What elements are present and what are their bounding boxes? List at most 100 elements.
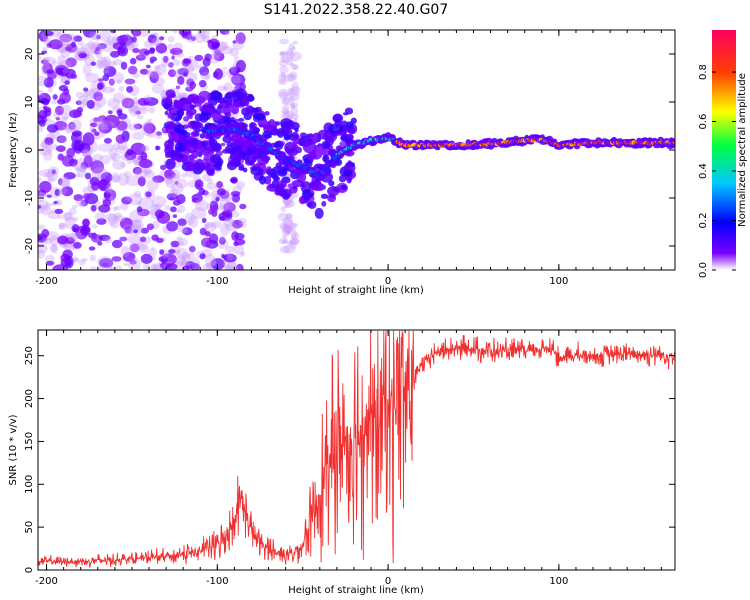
spectrogram-cell bbox=[147, 118, 153, 122]
spectrogram-cell bbox=[175, 255, 187, 266]
spectrogram-cell bbox=[280, 224, 293, 231]
spectrogram-cell bbox=[58, 223, 67, 230]
spectrogram-cell bbox=[190, 131, 200, 137]
spectrogram-cell bbox=[130, 142, 146, 155]
spectrogram-cell bbox=[121, 97, 135, 109]
spectrogram-cell bbox=[301, 189, 312, 201]
spectrogram-cell bbox=[281, 105, 290, 111]
spectrogram-cell bbox=[199, 66, 210, 76]
spectrogram-cell bbox=[38, 224, 46, 230]
spectrogram-cell bbox=[79, 201, 86, 208]
spectrogram-cell bbox=[290, 234, 297, 239]
spectrogram-cell bbox=[59, 92, 71, 104]
spectrogram-cell bbox=[88, 246, 96, 251]
spectrogram-cell bbox=[43, 171, 51, 178]
spectrogram-cell bbox=[82, 193, 91, 201]
spectrogram-cell bbox=[189, 81, 196, 90]
spectrogram-cell bbox=[190, 121, 195, 126]
spectrogram-cell bbox=[53, 200, 59, 205]
spectrogram-cell bbox=[58, 222, 66, 228]
spectrogram-cell bbox=[289, 51, 302, 62]
spectrogram-cell bbox=[96, 256, 113, 268]
spectrogram-cell bbox=[223, 218, 235, 227]
spectrogram-cell bbox=[72, 109, 83, 118]
spectrogram-cell bbox=[211, 41, 220, 49]
spectrogram-cell bbox=[142, 168, 151, 174]
spectrogram-cell bbox=[97, 115, 107, 123]
spectrogram-cell bbox=[73, 35, 83, 42]
spectrogram-cell bbox=[292, 222, 298, 228]
spectrogram-cell bbox=[202, 173, 211, 182]
spectrogram-cell bbox=[239, 203, 247, 210]
spectrogram-cell bbox=[127, 234, 142, 244]
spectrogram-cell bbox=[51, 99, 57, 105]
spectrogram-cell bbox=[94, 212, 106, 221]
snr-y-tick-label: 50 bbox=[24, 521, 35, 534]
spectrogram-cell bbox=[38, 205, 42, 209]
spectrogram-cell bbox=[183, 116, 190, 122]
spectrogram-cell bbox=[165, 263, 178, 270]
spectrogram-cell bbox=[39, 147, 52, 156]
spectrogram-cell bbox=[279, 51, 286, 55]
spectrogram-cell bbox=[278, 72, 287, 84]
spectrogram-cell bbox=[82, 186, 95, 195]
spectrogram-cell bbox=[173, 42, 183, 51]
spectrogram-cell bbox=[110, 30, 116, 34]
spectrogram-cell bbox=[39, 142, 49, 149]
spectrogram-cell bbox=[234, 138, 245, 146]
spectrogram-cell bbox=[219, 41, 229, 51]
spectrogram-cell bbox=[285, 200, 296, 208]
spectrogram-cell bbox=[138, 158, 153, 169]
spectrogram-cell bbox=[91, 181, 100, 191]
spectrogram-cell bbox=[57, 214, 63, 220]
spectrogram-cell bbox=[249, 126, 260, 134]
spectrogram-cell bbox=[60, 116, 68, 123]
spectrogram-cell bbox=[82, 218, 90, 227]
spectrogram-cell bbox=[263, 175, 272, 185]
spectrogram-cell bbox=[233, 55, 239, 60]
spectrogram-cell bbox=[63, 172, 76, 180]
spectrogram-cell bbox=[292, 186, 298, 190]
spectrogram-cell bbox=[197, 30, 207, 36]
spectrogram-cell bbox=[282, 110, 290, 114]
snr-line-group bbox=[38, 330, 675, 568]
spectrogram-cell bbox=[120, 161, 126, 168]
spectrogram-cell bbox=[289, 62, 295, 67]
spectrogram-cell bbox=[136, 206, 143, 213]
spectrogram-cell bbox=[209, 260, 217, 266]
spectrogram-cell bbox=[171, 173, 180, 179]
spectrogram-cell bbox=[283, 245, 296, 254]
spectrogram-y-tick-label: -10 bbox=[24, 190, 35, 206]
spectrogram-cell bbox=[108, 60, 117, 67]
spectrogram-cell bbox=[163, 55, 169, 63]
spectrogram-cell bbox=[128, 242, 140, 253]
spectrogram-cell bbox=[281, 97, 295, 106]
spectrogram-cell bbox=[277, 212, 289, 222]
snr-x-tick-label: 0 bbox=[385, 576, 391, 587]
spectrogram-cell bbox=[274, 141, 284, 150]
spectrogram-cell bbox=[291, 106, 299, 117]
spectrogram-cell bbox=[172, 214, 178, 219]
spectrogram-cell bbox=[347, 179, 352, 184]
spectrogram-cell bbox=[70, 232, 76, 239]
spectrogram-cell bbox=[84, 172, 92, 180]
spectrogram-cell bbox=[73, 159, 78, 165]
spectrogram-cell bbox=[252, 107, 260, 113]
spectrogram-cell bbox=[191, 207, 207, 219]
spectrogram-cell bbox=[133, 123, 143, 130]
spectrogram-cell bbox=[62, 68, 69, 74]
spectrogram-cell bbox=[197, 152, 203, 158]
spectrogram-cell bbox=[188, 245, 196, 253]
spectrogram-cell bbox=[128, 65, 138, 75]
snr-x-tick-label: -200 bbox=[35, 576, 58, 587]
spectrogram-cell bbox=[343, 169, 353, 177]
spectrogram-cell bbox=[90, 61, 97, 67]
spectrogram-cell bbox=[229, 177, 237, 183]
spectrogram-cell bbox=[58, 178, 63, 186]
spectrogram-cell bbox=[94, 95, 107, 108]
spectrogram-cell bbox=[56, 145, 66, 153]
spectrogram-cell bbox=[341, 184, 348, 191]
spectrogram-cell bbox=[211, 220, 222, 229]
spectrogram-cell bbox=[292, 40, 299, 45]
spectrogram-cell bbox=[158, 256, 168, 263]
